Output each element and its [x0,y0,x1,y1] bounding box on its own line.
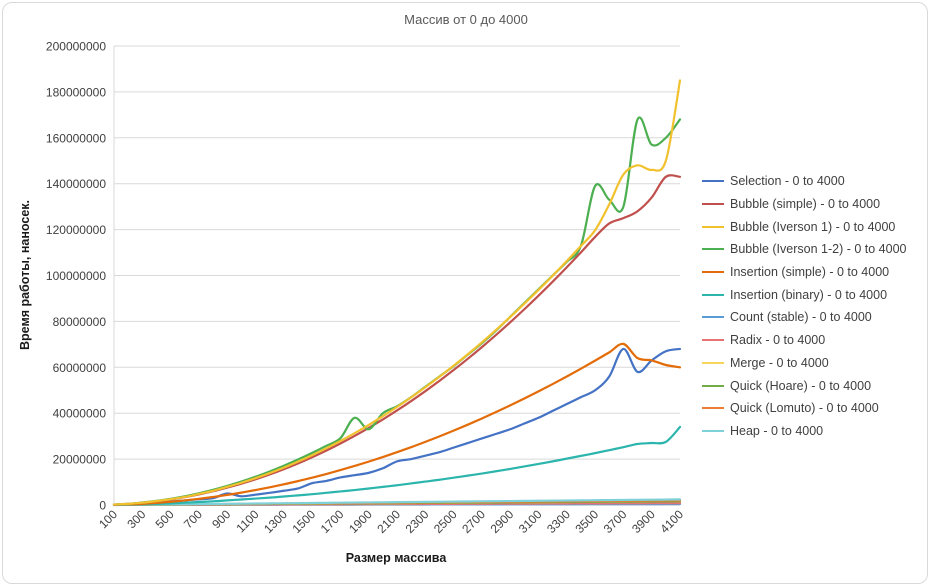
legend-item: Merge - 0 to 4000 [702,352,907,375]
x-tick-label: 300 [124,507,148,531]
series-line [112,347,682,506]
x-tick-label: 700 [181,507,205,531]
legend-label: Quick (Lomuto) - 0 to 4000 [730,401,879,416]
legend-item: Radix - 0 to 4000 [702,329,907,352]
y-tick-label: 60000000 [53,361,107,375]
series-line [112,116,682,506]
x-tick-label: 2500 [431,507,460,536]
legend-swatch [702,271,724,274]
x-tick-label: 1900 [346,507,375,536]
series-lines [112,79,682,507]
series-line [112,174,682,506]
legend-label: Insertion (simple) - 0 to 4000 [730,265,890,280]
grid-lines [113,45,680,506]
legend-item: Bubble (simple) - 0 to 4000 [702,193,907,216]
legend-label: Bubble (Iverson 1-2) - 0 to 4000 [730,242,907,257]
series-line [112,498,682,506]
legend-label: Bubble (Iverson 1) - 0 to 4000 [730,219,896,234]
series-line [112,79,682,506]
legend-label: Heap - 0 to 4000 [730,423,824,438]
x-tick-label: 1700 [318,507,347,536]
x-tick-label: 2100 [374,507,403,536]
x-tick-label: 3300 [544,507,573,536]
legend-item: Insertion (binary) - 0 to 4000 [702,283,907,306]
legend-label: Quick (Hoare) - 0 to 4000 [730,378,872,393]
legend-label: Count (stable) - 0 to 4000 [730,310,872,325]
x-tick-label: 3900 [629,507,658,536]
x-tick-label: 1300 [261,507,290,536]
y-tick-label: 120000000 [46,223,106,237]
legend-swatch [702,225,724,228]
legend-swatch [702,293,724,296]
legend-label: Insertion (binary) - 0 to 4000 [730,287,888,302]
x-tick-label: 2900 [488,507,517,536]
y-axis-label: Время работы, наносек. [18,200,32,350]
legend-swatch [702,248,724,251]
legend-swatch [702,429,724,432]
legend-item: Bubble (Iverson 1-2) - 0 to 4000 [702,238,907,261]
x-tick-label: 2700 [459,507,488,536]
legend-item: Insertion (simple) - 0 to 4000 [702,261,907,284]
legend-label: Radix - 0 to 4000 [730,333,826,348]
series-line [112,342,682,506]
x-tick-label: 3100 [516,507,545,536]
legend-swatch [702,339,724,342]
chart-legend: Selection - 0 to 4000 Bubble (simple) - 0… [702,170,907,442]
x-tick-label: 2300 [403,507,432,536]
legend-swatch [702,180,724,183]
y-tick-label: 20000000 [53,453,107,467]
legend-label: Selection - 0 to 4000 [730,174,845,189]
y-tick-label: 40000000 [53,407,107,421]
y-tick-label: 200000000 [46,40,106,54]
legend-swatch [702,203,724,206]
legend-item: Quick (Lomuto) - 0 to 4000 [702,397,907,420]
x-tick-label: 500 [153,507,177,531]
legend-item: Quick (Hoare) - 0 to 4000 [702,374,907,397]
legend-item: Selection - 0 to 4000 [702,170,907,193]
legend-swatch [702,384,724,387]
legend-label: Bubble (simple) - 0 to 4000 [730,197,881,212]
legend-swatch [702,407,724,410]
y-tick-label: 100000000 [46,269,106,283]
legend-label: Merge - 0 to 4000 [730,355,829,370]
x-tick-label: 1500 [289,507,318,536]
legend-item: Heap - 0 to 4000 [702,420,907,443]
x-tick-label: 3700 [601,507,630,536]
y-tick-labels: 0 20000000 40000000 60000000 80000000 1000000… [46,40,106,513]
y-tick-label: 80000000 [53,315,107,329]
x-tick-label: 900 [209,507,233,531]
legend-swatch [702,361,724,364]
y-tick-label: 0 [99,499,106,513]
y-tick-label: 160000000 [46,131,106,145]
legend-item: Count (stable) - 0 to 4000 [702,306,907,329]
x-tick-label: 4100 [657,507,686,536]
y-tick-label: 180000000 [46,85,106,99]
legend-swatch [702,316,724,319]
x-tick-label: 1100 [233,507,261,535]
legend-item: Bubble (Iverson 1) - 0 to 4000 [702,215,907,238]
x-tick-labels: 100 300 500 700 900 1100 1300 1500 1700 1900 2100 2… [96,507,686,536]
x-axis-label: Размер массива [346,551,448,565]
x-tick-label: 3500 [572,507,601,536]
y-tick-label: 140000000 [46,177,106,191]
chart-title: Массив от 0 до 4000 [404,12,528,27]
series-line [112,425,682,506]
